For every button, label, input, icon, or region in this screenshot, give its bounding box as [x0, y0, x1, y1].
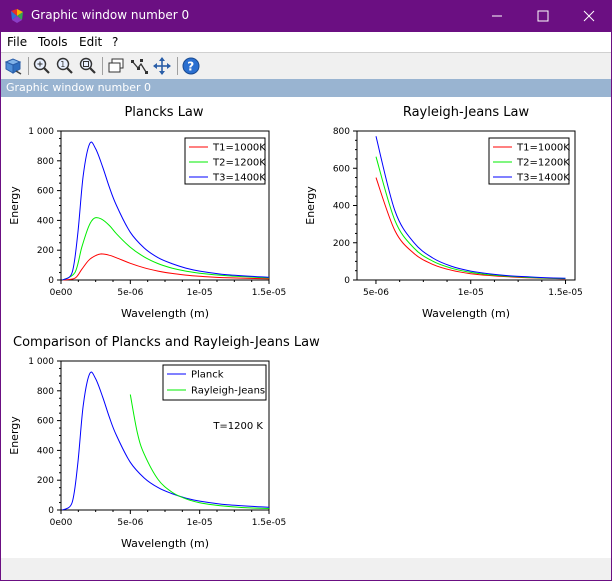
- maximize-icon: [537, 10, 549, 22]
- series-line-3: [62, 141, 270, 281]
- graphic-canvas[interactable]: Plancks Law Wavelength (m) Energy 0 200 400 60…: [1, 97, 611, 558]
- pan-icon[interactable]: [152, 56, 172, 76]
- minimize-icon: [492, 15, 502, 17]
- y-tick-label: 800: [333, 127, 350, 137]
- y-tick-label: 600: [333, 164, 350, 174]
- info-bar-text: Graphic window number 0: [6, 81, 151, 94]
- chart-2: Rayleigh-Jeans Law Wavelength (m) Energy 0 2…: [304, 105, 583, 320]
- legend-label: Planck: [191, 370, 224, 381]
- legend: T1=1000K T2=1200K T3=1400K: [184, 137, 266, 185]
- x-tick-label: 5e-06: [363, 288, 389, 298]
- x-tick-label: 0e00: [50, 518, 73, 528]
- y-tick-label: 0: [48, 506, 54, 516]
- y-tick-label: 400: [333, 202, 350, 212]
- y-tick-label: 1 000: [28, 127, 54, 137]
- toolbar: 1 ?: [1, 52, 611, 79]
- x-tick-label: 1.5e-05: [252, 288, 287, 298]
- legend-label: T3=1400K: [212, 173, 266, 184]
- x-tick-label: 1.5e-05: [252, 518, 287, 528]
- toolbar-separator: [102, 57, 103, 75]
- legend-label: Rayleigh-Jeans: [191, 386, 265, 397]
- y-axis-label: Energy: [8, 186, 21, 225]
- close-button[interactable]: [566, 0, 612, 32]
- x-tick-label: 1e-05: [187, 518, 213, 528]
- x-tick-label: 1e-05: [187, 288, 213, 298]
- bottom-status-bar: [1, 558, 611, 580]
- x-tick-label: 1.5e-05: [548, 288, 583, 298]
- chart-1: Plancks Law Wavelength (m) Energy 0 200 400 60…: [8, 105, 286, 320]
- zoom-reset-icon[interactable]: 1: [55, 56, 75, 76]
- minimize-button[interactable]: [474, 0, 520, 32]
- y-axis-label: Energy: [304, 186, 317, 225]
- menu-bar: File Tools Edit ?: [1, 32, 611, 52]
- chart-title: Rayleigh-Jeans Law: [403, 105, 530, 120]
- plots-svg: Plancks Law Wavelength (m) Energy 0 200 400 60…: [8, 105, 583, 550]
- legend-label: T1=1000K: [516, 143, 570, 154]
- series-line-2: [62, 217, 270, 281]
- x-tick-label: 0e00: [50, 288, 73, 298]
- series-line-1: [62, 253, 270, 281]
- datatip-icon[interactable]: [106, 56, 126, 76]
- y-tick-label: 600: [37, 417, 54, 427]
- title-bar[interactable]: Graphic window number 0: [0, 0, 612, 32]
- y-tick-label: 0: [344, 276, 350, 286]
- y-tick-label: 600: [37, 187, 54, 197]
- menu-tools[interactable]: Tools: [38, 35, 68, 49]
- x-tick-label: 5e-06: [117, 288, 143, 298]
- series-line-1: [62, 371, 270, 511]
- y-tick-label: 200: [37, 246, 54, 256]
- zoom-in-icon[interactable]: [32, 56, 52, 76]
- scilab-app-icon: [11, 9, 23, 23]
- menu-help[interactable]: ?: [112, 35, 119, 49]
- menu-edit[interactable]: Edit: [79, 35, 103, 49]
- y-tick-label: 200: [333, 239, 350, 249]
- window-title: Graphic window number 0: [31, 8, 190, 22]
- legend-label: T3=1400K: [516, 173, 570, 184]
- x-tick-label: 1e-05: [458, 288, 484, 298]
- legend-label: T1=1000K: [212, 143, 266, 154]
- x-axis-label: Wavelength (m): [422, 307, 510, 320]
- y-tick-label: 0: [48, 276, 54, 286]
- toolbar-separator: [28, 57, 29, 75]
- legend-box: [488, 137, 570, 185]
- legend: Planck Rayleigh-Jeans: [162, 364, 267, 401]
- x-axis-label: Wavelength (m): [121, 307, 209, 320]
- legend-label: T2=1200K: [212, 158, 266, 169]
- editor-icon[interactable]: [129, 56, 149, 76]
- chart-3: Comparison of Plancks and Rayleigh-Jeans…: [8, 335, 320, 550]
- svg-text:1: 1: [60, 60, 65, 69]
- x-axis-label: Wavelength (m): [121, 537, 209, 550]
- legend-box: [184, 137, 266, 185]
- y-tick-label: 400: [37, 216, 54, 226]
- series-line-1: [375, 177, 566, 280]
- y-tick-label: 1 000: [28, 357, 54, 367]
- x-tick-label: 5e-06: [117, 518, 143, 528]
- y-axis-label: Energy: [8, 416, 21, 455]
- info-bar: Graphic window number 0: [1, 79, 611, 97]
- rotate-icon[interactable]: [3, 56, 23, 76]
- y-tick-label: 200: [37, 476, 54, 486]
- series-line-2: [129, 394, 270, 509]
- legend: T1=1000K T2=1200K T3=1400K: [488, 137, 570, 185]
- close-icon: [583, 10, 595, 22]
- legend-box: [162, 364, 267, 401]
- series-line-2: [375, 156, 566, 279]
- svg-text:?: ?: [187, 60, 194, 74]
- zoom-area-icon[interactable]: [78, 56, 98, 76]
- toolbar-separator: [177, 57, 178, 75]
- y-tick-label: 800: [37, 157, 54, 167]
- maximize-button[interactable]: [520, 0, 566, 32]
- chart-title: Plancks Law: [124, 105, 203, 120]
- y-tick-label: 800: [37, 387, 54, 397]
- legend-label: T2=1200K: [516, 158, 570, 169]
- chart-title: Comparison of Plancks and Rayleigh-Jeans…: [13, 335, 320, 350]
- chart-annotation: T=1200 K: [212, 421, 263, 432]
- help-icon[interactable]: ?: [181, 56, 201, 76]
- menu-file[interactable]: File: [7, 35, 28, 49]
- series-line-3: [375, 136, 566, 279]
- y-tick-label: 400: [37, 446, 54, 456]
